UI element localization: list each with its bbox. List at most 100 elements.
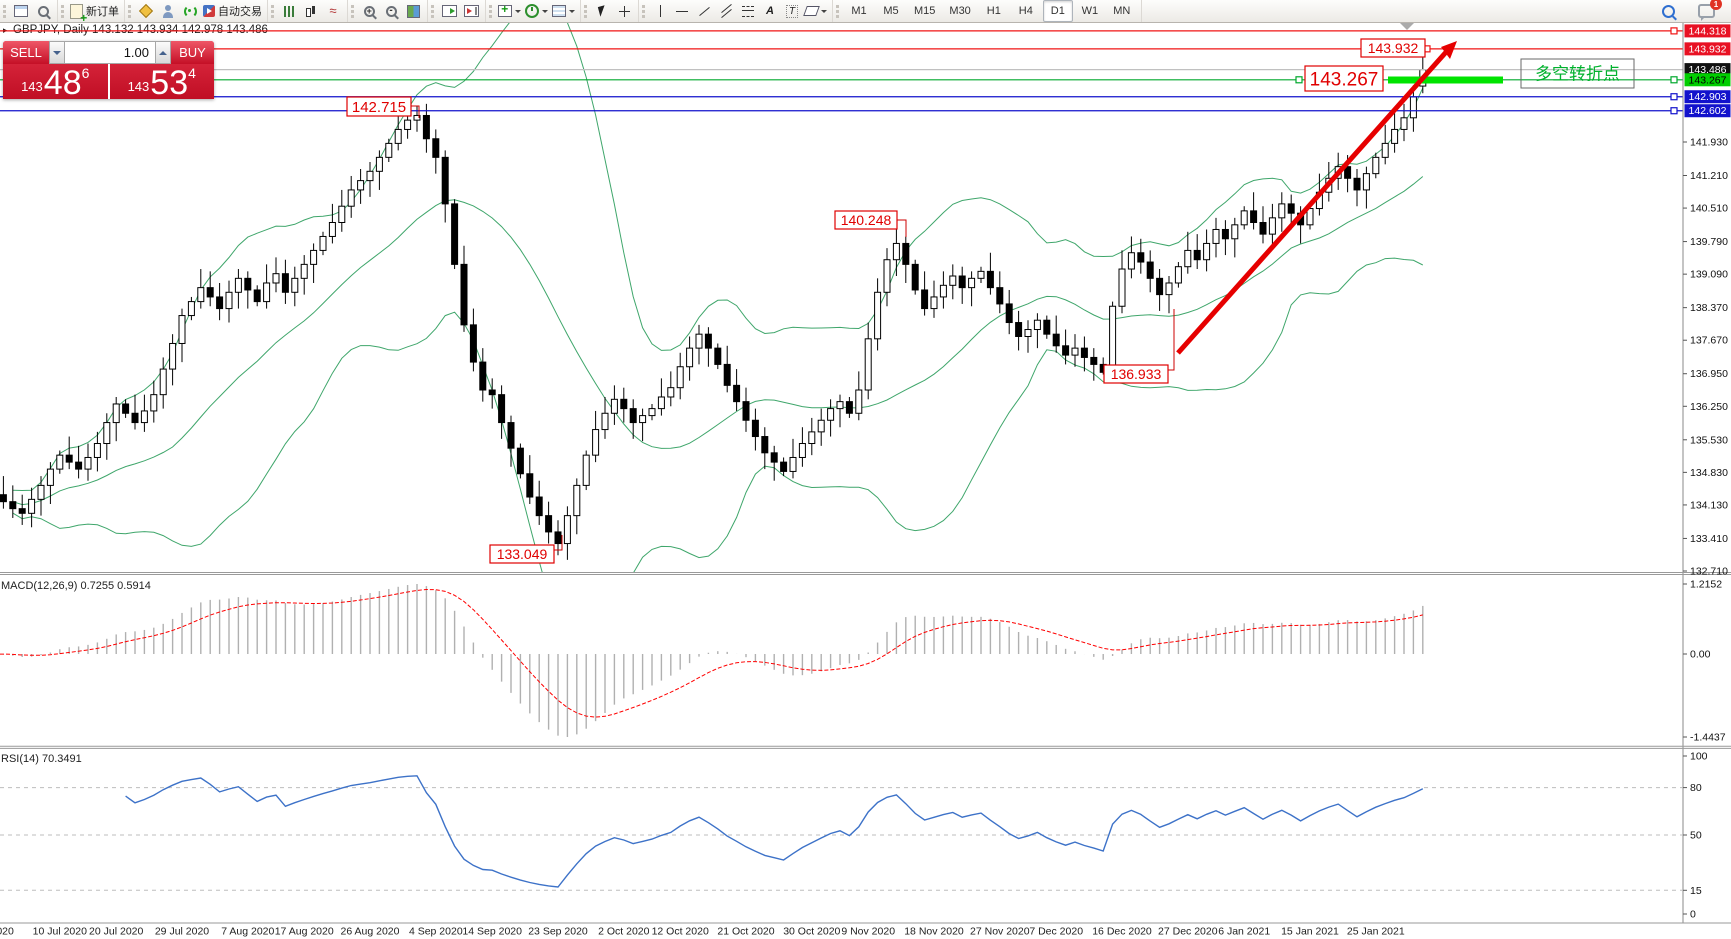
fibonacci-icon — [742, 5, 754, 17]
svg-text:138.370: 138.370 — [1690, 302, 1728, 314]
toolbar-group-scroll — [428, 0, 486, 22]
svg-text:12 Oct 2020: 12 Oct 2020 — [652, 926, 709, 938]
svg-text:14 Sep 2020: 14 Sep 2020 — [462, 926, 522, 938]
svg-text:144.318: 144.318 — [1689, 25, 1727, 37]
timeframe-d1-button[interactable]: D1 — [1042, 0, 1073, 22]
annotation-text-box[interactable]: 多空转折点 — [1520, 58, 1635, 89]
price-label-140.248[interactable]: 140.248 — [834, 210, 907, 237]
line-handle[interactable] — [1670, 76, 1678, 84]
svg-text:18 Nov 2020: 18 Nov 2020 — [904, 926, 964, 938]
timeframe-m5-button[interactable]: M5 — [883, 5, 899, 17]
crosshair-icon[interactable] — [614, 1, 634, 21]
buy-button[interactable]: BUY — [171, 41, 214, 64]
line-chart-icon[interactable] — [323, 1, 343, 21]
timeframe-h1-button[interactable]: H1 — [986, 5, 1001, 17]
chart-shift-marker[interactable] — [1400, 23, 1414, 30]
signals-icon[interactable] — [180, 1, 200, 21]
chat-icon[interactable]: 1 — [1696, 0, 1722, 21]
svg-text:0: 0 — [1690, 909, 1696, 921]
bar-chart-icon[interactable] — [279, 1, 299, 21]
chevron-down-icon[interactable] — [569, 9, 575, 13]
text-icon[interactable] — [760, 1, 780, 21]
price-label-142.715[interactable]: 142.715 — [346, 96, 420, 118]
line-handle[interactable] — [1670, 93, 1678, 101]
profile-icon[interactable] — [158, 1, 178, 21]
candlestick-chart-icon[interactable] — [301, 1, 321, 21]
axis-price-box: 142.602 — [1684, 104, 1731, 118]
bid-big-digits: 48 — [43, 64, 82, 102]
zoom-out-icon[interactable] — [381, 1, 401, 21]
vertical-line-icon[interactable] — [650, 1, 670, 21]
chart-area[interactable]: ▸ GBPJPY, Daily 143.132 143.934 142.978 1… — [0, 23, 1731, 939]
svg-text:15: 15 — [1690, 885, 1702, 897]
timeframe-m1-button[interactable]: M1 — [851, 5, 867, 17]
line-handle[interactable] — [1670, 107, 1678, 115]
svg-text:10 Jul 2020: 10 Jul 2020 — [33, 926, 87, 938]
triangle-down-icon — [53, 50, 61, 55]
svg-text:GBPJPY, Daily 143.132 143.934: GBPJPY, Daily 143.132 143.934 142.978 14… — [13, 24, 268, 36]
toolbar-group-insert — [486, 0, 581, 22]
label-icon[interactable] — [782, 1, 802, 21]
svg-text:143.267: 143.267 — [1310, 69, 1379, 90]
shapes-icon[interactable] — [803, 1, 828, 21]
svg-text:140.248: 140.248 — [841, 212, 892, 228]
periods-icon[interactable] — [524, 1, 549, 21]
svg-text:50: 50 — [1690, 830, 1702, 842]
metaeditor-icon[interactable] — [136, 1, 156, 21]
line-handle[interactable] — [1295, 76, 1303, 84]
svg-text:7 Dec 2020: 7 Dec 2020 — [1029, 926, 1083, 938]
svg-text:15 Jan 2021: 15 Jan 2021 — [1281, 926, 1339, 938]
new-order-icon[interactable]: 新订单 — [69, 1, 120, 25]
price-label-136.933[interactable]: 136.933 — [1103, 309, 1175, 384]
auto-scroll-icon[interactable] — [439, 1, 459, 21]
svg-text:136.950: 136.950 — [1690, 368, 1728, 380]
chart-shift-icon — [463, 5, 479, 17]
chart-window-icon[interactable] — [11, 1, 31, 21]
chart-shift-icon[interactable] — [461, 1, 481, 21]
toolbar-group-timeframes: M1 M5 M15 M30 H1 H4 D1 W1 MN — [833, 0, 1142, 22]
horizontal-line-icon[interactable] — [672, 1, 692, 21]
ask-prefix: 143 — [127, 79, 150, 94]
autotrading-icon[interactable]: 自动交易 — [202, 1, 263, 21]
line-handle[interactable] — [1670, 27, 1678, 35]
price-label-133.049[interactable]: 133.049 — [489, 535, 563, 564]
fibonacci-icon[interactable] — [738, 1, 758, 21]
toolbar-group-pointer — [581, 0, 639, 22]
sell-button[interactable]: SELL — [3, 41, 49, 64]
timeframe-m15-button[interactable]: M15 — [914, 5, 936, 17]
chevron-down-icon[interactable] — [515, 9, 521, 13]
periods-icon — [525, 4, 539, 18]
price-label-143.267[interactable]: 143.267 — [1304, 65, 1384, 92]
svg-text:1.2152: 1.2152 — [1690, 579, 1722, 591]
trendline-icon[interactable] — [694, 1, 714, 21]
indicators-icon[interactable] — [497, 1, 522, 21]
cursor-icon[interactable] — [592, 1, 612, 21]
market-watch-icon[interactable] — [33, 1, 53, 21]
zoom-in-icon[interactable] — [359, 1, 379, 21]
template-icon[interactable] — [551, 1, 576, 21]
search-icon[interactable] — [1658, 1, 1678, 21]
sell-price[interactable]: 143 48 6 — [3, 64, 110, 102]
volume-increase-button[interactable] — [155, 41, 171, 64]
price-axis[interactable]: 141.930 141.210 140.510 139.790 139.090 138.3… — [0, 23, 1731, 924]
timeframe-mn-button[interactable]: MN — [1113, 5, 1131, 17]
buy-price[interactable]: 143 53 4 — [110, 64, 215, 100]
timeframe-w1-button[interactable]: W1 — [1081, 5, 1099, 17]
svg-text:134.830: 134.830 — [1690, 467, 1728, 479]
triangle-up-icon — [159, 50, 167, 55]
timeframe-h4-button[interactable]: H4 — [1018, 5, 1033, 17]
chevron-down-icon[interactable] — [542, 9, 548, 13]
channel-icon[interactable] — [716, 1, 736, 21]
volume-decrease-button[interactable] — [49, 41, 65, 64]
crosshair-icon — [618, 5, 630, 17]
timeframe-m30-button[interactable]: M30 — [949, 5, 971, 17]
price-label-143.932[interactable]: 143.932 — [1360, 38, 1426, 58]
svg-text:143.267: 143.267 — [1689, 74, 1727, 86]
trend-arrow[interactable] — [1176, 41, 1457, 355]
tile-windows-icon[interactable] — [403, 1, 423, 21]
green-highlight-bar[interactable] — [1388, 76, 1503, 84]
volume-input[interactable]: 1.00 — [65, 41, 155, 64]
chevron-down-icon[interactable] — [821, 9, 827, 13]
price-chart-canvas[interactable]: ▸ GBPJPY, Daily 143.132 143.934 142.978 1… — [0, 23, 1731, 939]
